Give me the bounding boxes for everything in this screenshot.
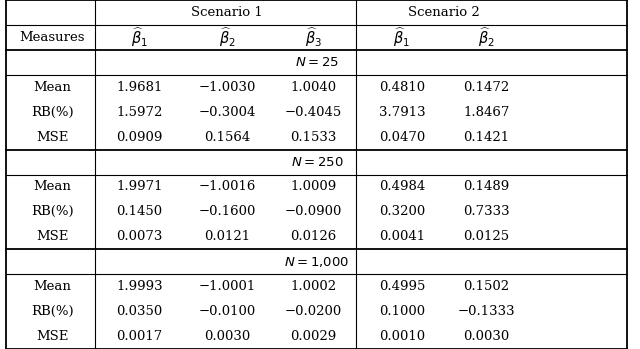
Text: 0.4810: 0.4810 bbox=[379, 81, 425, 94]
Text: 3.7913: 3.7913 bbox=[379, 106, 425, 119]
Text: 0.0121: 0.0121 bbox=[204, 230, 250, 243]
Text: 0.0126: 0.0126 bbox=[291, 230, 337, 243]
Text: −0.3004: −0.3004 bbox=[198, 106, 256, 119]
Text: $N = 25$: $N = 25$ bbox=[295, 56, 339, 69]
Text: 0.0030: 0.0030 bbox=[204, 330, 250, 343]
Text: 0.7333: 0.7333 bbox=[463, 206, 509, 218]
Text: 1.5972: 1.5972 bbox=[116, 106, 163, 119]
Text: 1.0009: 1.0009 bbox=[291, 180, 337, 193]
Text: $N = 250$: $N = 250$ bbox=[291, 156, 343, 169]
Text: 1.0040: 1.0040 bbox=[291, 81, 337, 94]
Text: 0.1502: 0.1502 bbox=[463, 280, 509, 293]
Text: $\widehat{\beta}_3$: $\widehat{\beta}_3$ bbox=[305, 26, 322, 49]
Text: Mean: Mean bbox=[33, 280, 72, 293]
Text: 1.9993: 1.9993 bbox=[116, 280, 163, 293]
Text: RB(%): RB(%) bbox=[31, 305, 74, 318]
Text: $\widehat{\beta}_2$: $\widehat{\beta}_2$ bbox=[219, 26, 236, 49]
Text: 0.0073: 0.0073 bbox=[116, 230, 163, 243]
Text: 0.1421: 0.1421 bbox=[463, 131, 509, 143]
Text: 1.9681: 1.9681 bbox=[116, 81, 163, 94]
Text: 0.1564: 0.1564 bbox=[204, 131, 250, 143]
Text: 0.0041: 0.0041 bbox=[379, 230, 425, 243]
Text: 0.4995: 0.4995 bbox=[379, 280, 425, 293]
Text: MSE: MSE bbox=[36, 230, 68, 243]
Text: −1.0030: −1.0030 bbox=[198, 81, 256, 94]
Text: −1.0001: −1.0001 bbox=[198, 280, 256, 293]
Text: 1.0002: 1.0002 bbox=[291, 280, 337, 293]
Text: MSE: MSE bbox=[36, 131, 68, 143]
Text: 0.0350: 0.0350 bbox=[116, 305, 163, 318]
Text: −0.0900: −0.0900 bbox=[285, 206, 342, 218]
Text: RB(%): RB(%) bbox=[31, 106, 74, 119]
Text: 1.9971: 1.9971 bbox=[116, 180, 163, 193]
Text: 0.0030: 0.0030 bbox=[463, 330, 509, 343]
Text: −0.0100: −0.0100 bbox=[198, 305, 256, 318]
Text: 0.1450: 0.1450 bbox=[116, 206, 163, 218]
Text: 0.0909: 0.0909 bbox=[116, 131, 163, 143]
Text: −0.4045: −0.4045 bbox=[285, 106, 342, 119]
Text: $\widehat{\beta}_1$: $\widehat{\beta}_1$ bbox=[131, 26, 148, 49]
Text: 0.3200: 0.3200 bbox=[379, 206, 425, 218]
Text: Measures: Measures bbox=[20, 31, 85, 44]
Text: 0.1472: 0.1472 bbox=[463, 81, 509, 94]
Text: 0.1489: 0.1489 bbox=[463, 180, 509, 193]
Text: Scenario 1: Scenario 1 bbox=[191, 6, 262, 19]
Text: 1.8467: 1.8467 bbox=[463, 106, 509, 119]
Text: 0.0029: 0.0029 bbox=[291, 330, 337, 343]
Text: Mean: Mean bbox=[33, 81, 72, 94]
Text: −0.1600: −0.1600 bbox=[198, 206, 256, 218]
Text: 0.4984: 0.4984 bbox=[379, 180, 425, 193]
Text: Mean: Mean bbox=[33, 180, 72, 193]
Text: $N = 1{,}000$: $N = 1{,}000$ bbox=[284, 255, 349, 269]
Text: $\widehat{\beta}_1$: $\widehat{\beta}_1$ bbox=[394, 26, 410, 49]
Text: 0.0470: 0.0470 bbox=[379, 131, 425, 143]
Text: −0.1333: −0.1333 bbox=[458, 305, 515, 318]
Text: 0.1000: 0.1000 bbox=[379, 305, 425, 318]
Text: $\widehat{\beta}_2$: $\widehat{\beta}_2$ bbox=[478, 26, 495, 49]
Text: 0.1533: 0.1533 bbox=[291, 131, 337, 143]
Text: Scenario 2: Scenario 2 bbox=[408, 6, 480, 19]
Text: 0.0125: 0.0125 bbox=[463, 230, 509, 243]
Text: 0.0017: 0.0017 bbox=[116, 330, 163, 343]
Text: −1.0016: −1.0016 bbox=[198, 180, 256, 193]
Text: MSE: MSE bbox=[36, 330, 68, 343]
Text: RB(%): RB(%) bbox=[31, 206, 74, 218]
Text: 0.0010: 0.0010 bbox=[379, 330, 425, 343]
Text: −0.0200: −0.0200 bbox=[285, 305, 342, 318]
